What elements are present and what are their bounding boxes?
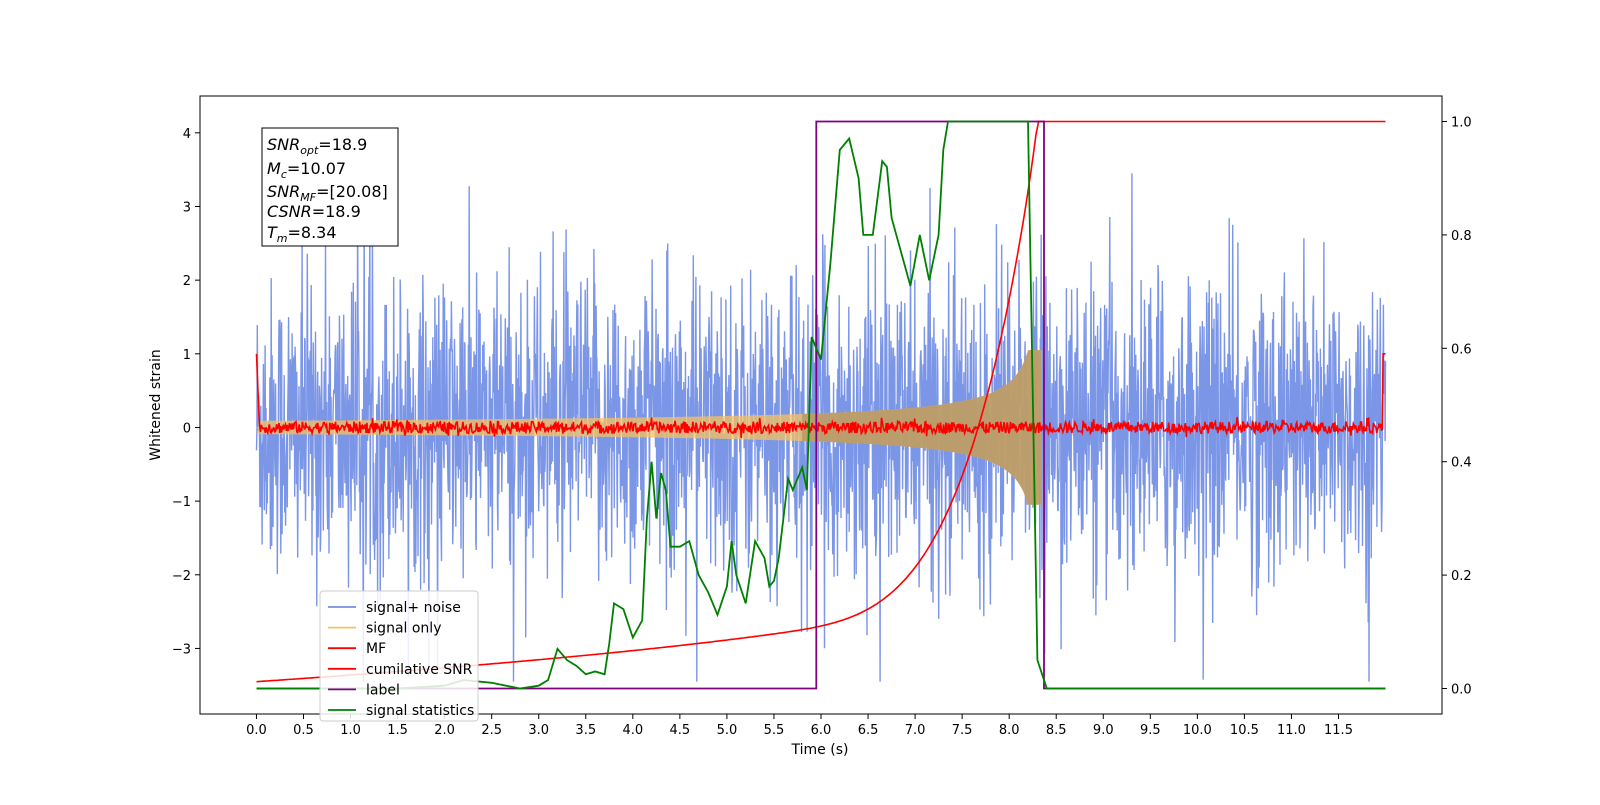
x-tick-label: 5.0 [717,723,738,738]
y-tick-label-right: 1.0 [1451,116,1472,131]
x-tick-label: 1.5 [387,723,408,738]
legend-frame [319,590,479,722]
x-tick-label: 9.0 [1093,723,1114,738]
legend: signal+ noise signal only MF cumilative SNR… [319,590,479,722]
y-tick-label-left: −3 [172,642,191,657]
legend-label: signal only [366,621,441,637]
legend-label: cumilative SNR [366,662,473,678]
x-tick-label: 8.5 [1046,723,1067,738]
x-tick-label: 2.0 [434,723,455,738]
x-tick-label: 2.5 [481,723,502,738]
y-tick-label-left: 3 [183,200,191,215]
y-tick-label-right: 0.4 [1451,456,1472,471]
series-signal-noise [255,173,1387,682]
info-snr-mf: SNRMF=[20.08] [267,182,388,204]
x-tick-label: 11.0 [1277,723,1306,738]
x-tick-label: 10.5 [1230,723,1259,738]
legend-label: label [366,682,400,698]
legend-item: signal only [328,621,441,637]
legend-label: MF [366,641,386,657]
x-axis-label: Time (s) [791,742,849,758]
x-tick-label: 6.5 [858,723,879,738]
x-axis: 0.0 0.5 1.0 1.5 2.0 2.5 3.0 3.5 4.0 4.5 5.0 5.5 6.0 6… [246,714,1353,738]
x-tick-label: 3.0 [528,723,549,738]
series-mf [255,353,1386,439]
legend-item: label [328,682,400,698]
x-tick-label: 3.5 [575,723,596,738]
x-tick-label: 10.0 [1183,723,1212,738]
x-tick-label: 6.0 [811,723,832,738]
legend-label: signal statistics [366,703,474,719]
x-tick-label: 0.0 [246,723,267,738]
x-tick-label: 4.5 [670,723,691,738]
y-axis-right: 0.0 0.2 0.4 0.6 0.8 1.0 [1442,116,1472,697]
y-tick-label-left: 2 [183,274,191,289]
x-tick-label: 4.0 [622,723,643,738]
legend-item: cumilative SNR [328,662,473,678]
series-signal-statistics [256,120,1386,690]
legend-item: MF [328,641,386,657]
y-tick-label-left: 0 [183,421,191,436]
legend-label: signal+ noise [366,600,461,616]
x-tick-label: 0.5 [293,723,314,738]
x-tick-label: 7.0 [905,723,926,738]
y-tick-label-left: −1 [172,495,191,510]
legend-item: signal+ noise [328,600,461,616]
info-csnr: CSNR=18.9 [267,202,361,221]
info-box: SNRopt=18.9 Mc=10.07 SNRMF=[20.08] CSNR=… [261,127,399,247]
y-tick-label-right: 0.0 [1451,682,1472,697]
x-tick-label: 8.0 [999,723,1020,738]
info-tm: Tm=8.34 [267,223,337,245]
plot-area [255,120,1387,690]
y-tick-label-right: 0.8 [1451,229,1472,244]
y-tick-label-right: 0.2 [1451,569,1472,584]
series-signal-only [256,350,1042,505]
x-tick-label: 11.5 [1324,723,1353,738]
legend-item: signal statistics [328,703,474,719]
info-snr-opt: SNRopt=18.9 [267,135,367,157]
x-tick-label: 1.0 [340,723,361,738]
x-tick-label: 7.5 [952,723,973,738]
y-axis-label: Whitened strain [148,349,164,460]
y-tick-label-left: −2 [172,569,191,584]
y-tick-label-right: 0.6 [1451,342,1472,357]
series-layer [255,120,1387,690]
x-tick-label: 5.5 [764,723,785,738]
info-mc: Mc=10.07 [267,159,346,181]
x-tick-label: 9.5 [1140,723,1161,738]
y-axis-left: −3 −2 −1 0 1 2 3 4 [172,127,200,657]
info-box-frame [261,127,399,247]
y-tick-label-left: 1 [183,348,191,363]
y-tick-label-left: 4 [183,127,191,142]
